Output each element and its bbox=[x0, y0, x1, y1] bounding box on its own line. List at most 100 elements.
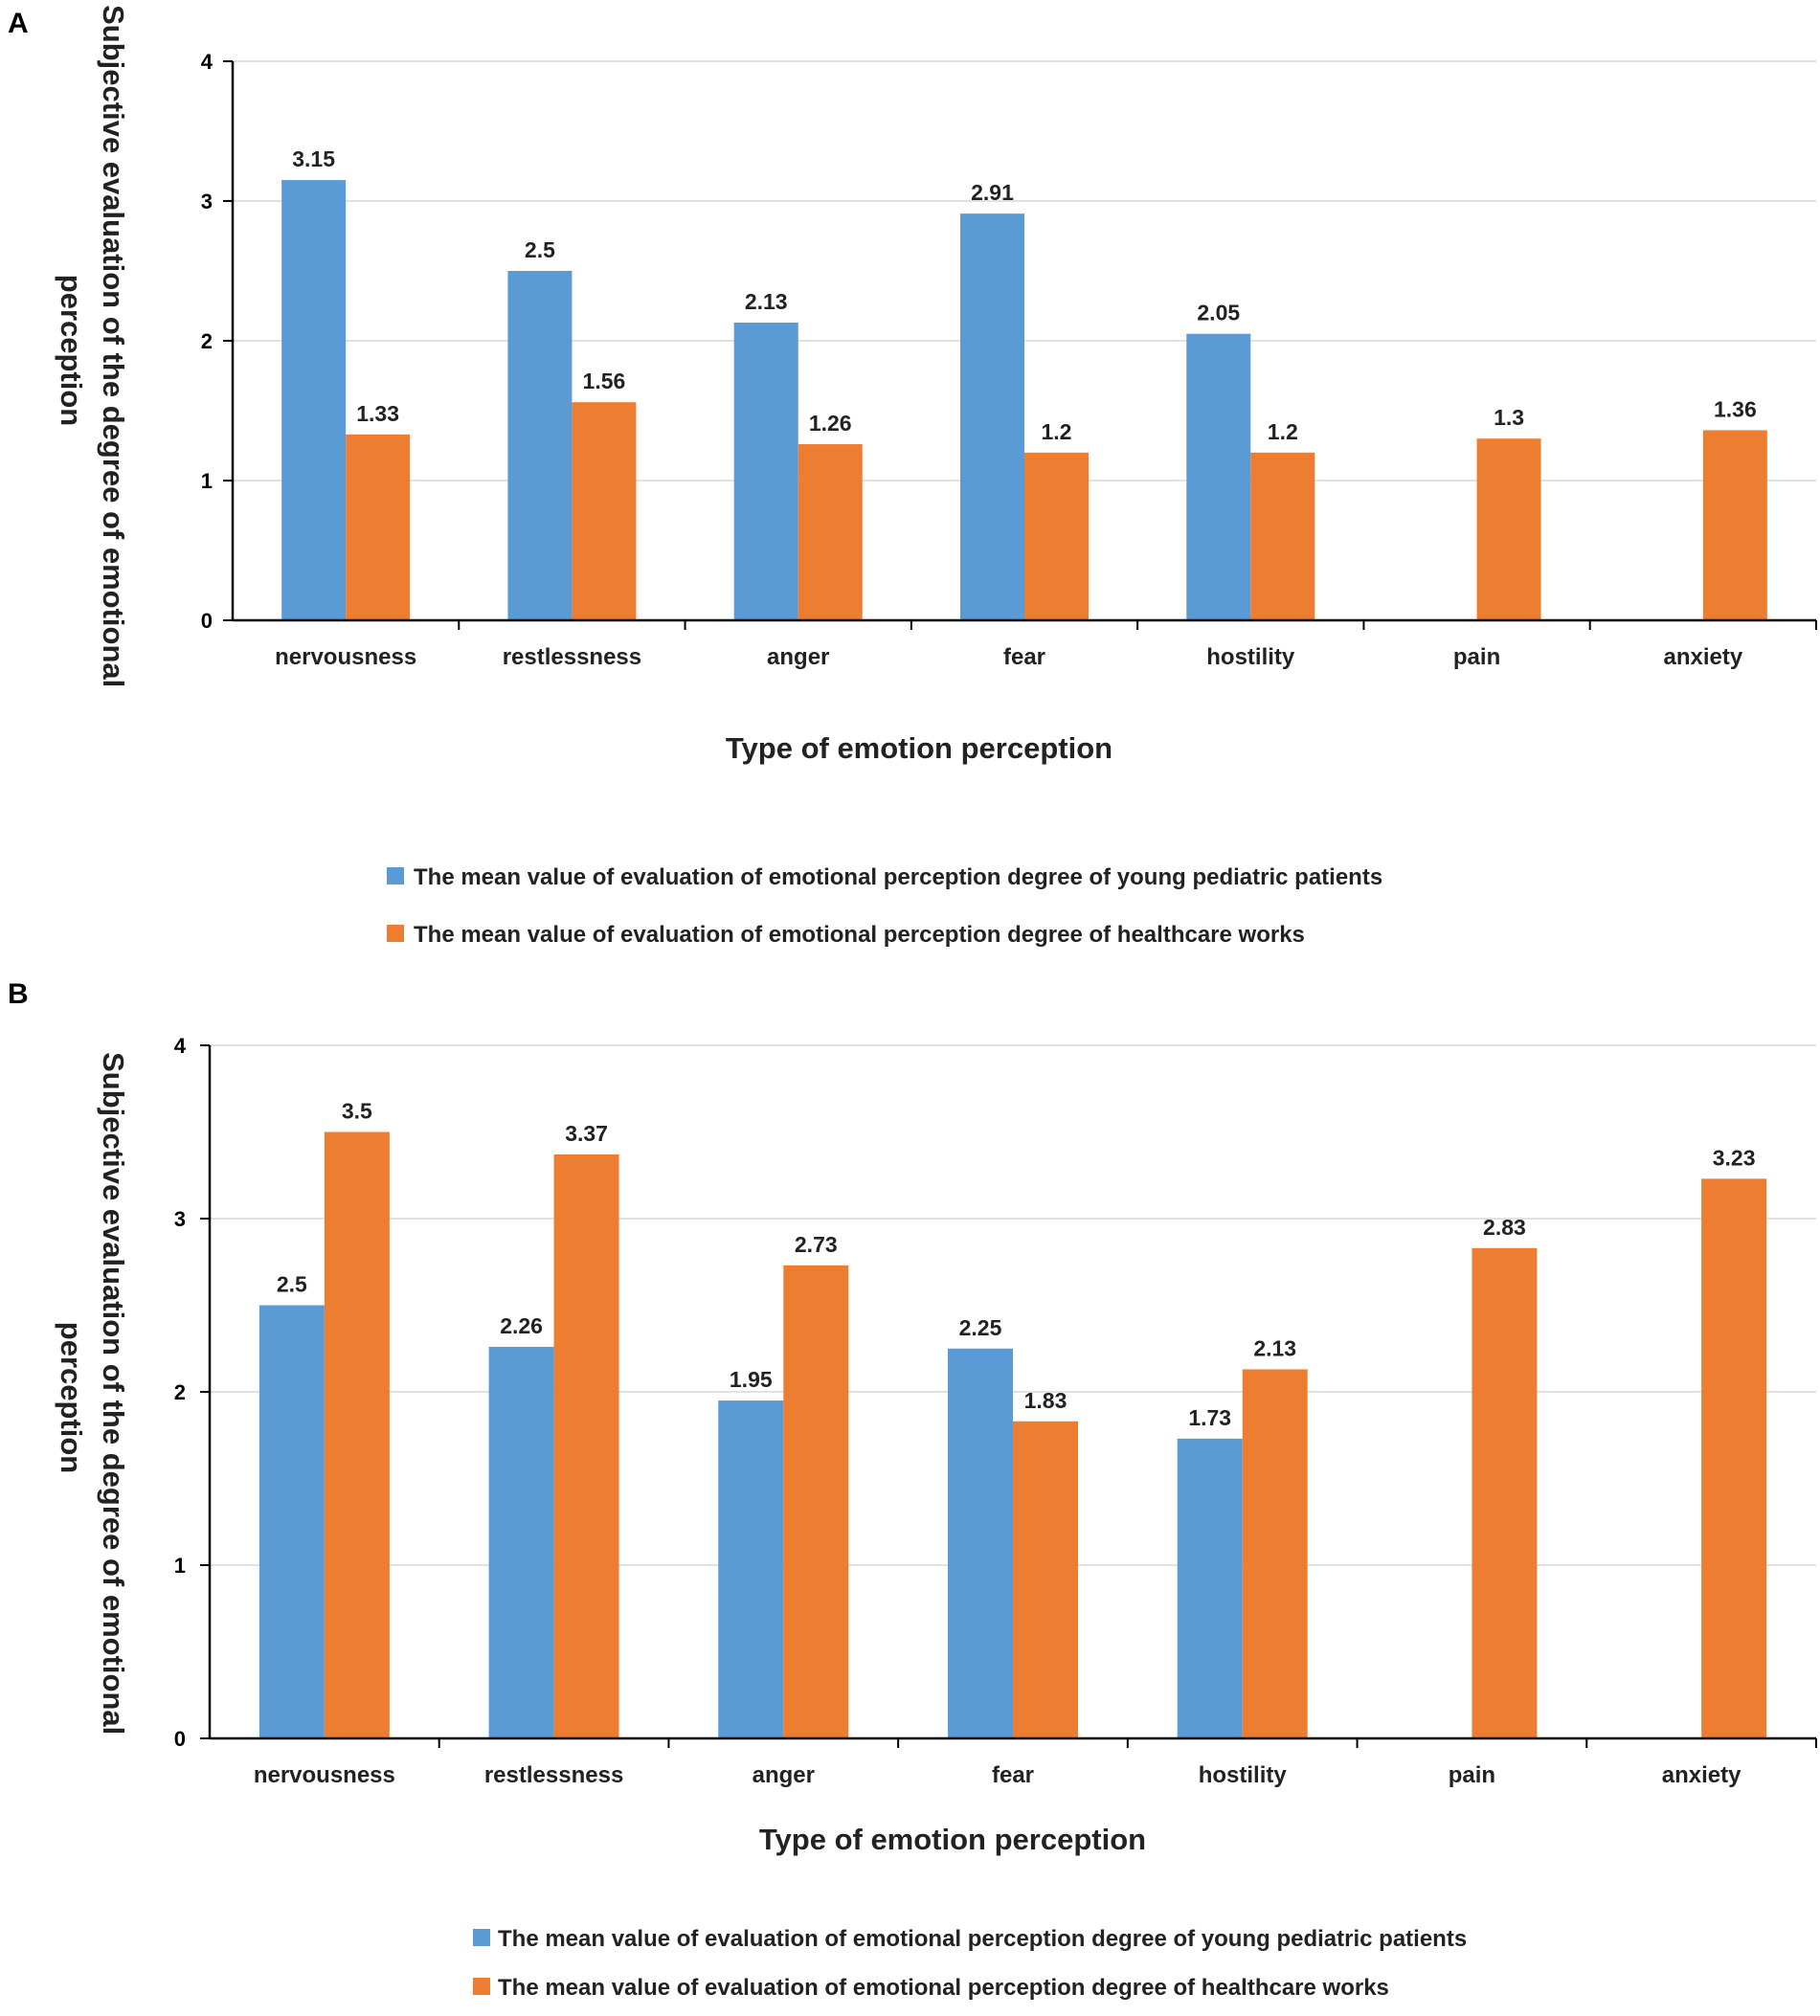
y-tick-label: 3 bbox=[174, 1207, 186, 1231]
legend: The mean value of evaluation of emotiona… bbox=[387, 864, 1382, 948]
category-label-hostility: hostility bbox=[1206, 644, 1295, 670]
legend-swatch-patients bbox=[473, 1929, 490, 1946]
x-axis-title: Type of emotion perception bbox=[759, 1823, 1146, 1856]
bar-healthcare-anxiety bbox=[1701, 1178, 1767, 1738]
y-tick-label: 1 bbox=[174, 1554, 186, 1578]
bar-healthcare-pain bbox=[1472, 1247, 1538, 1738]
bar-healthcare-pain bbox=[1476, 438, 1541, 620]
value-label: 2.5 bbox=[525, 237, 555, 262]
axes bbox=[223, 60, 1817, 630]
value-label: 3.15 bbox=[292, 146, 335, 171]
y-tick-label: 0 bbox=[174, 1727, 186, 1751]
panel-label: B bbox=[8, 978, 29, 1010]
legend-swatch-patients bbox=[387, 867, 404, 885]
value-label: 1.2 bbox=[1268, 419, 1298, 444]
y-tick-label: 1 bbox=[201, 469, 213, 493]
category-label-anger: anger bbox=[753, 1762, 815, 1788]
category-label-fear: fear bbox=[992, 1762, 1034, 1788]
y-tick-label: 0 bbox=[201, 609, 213, 633]
y-tick-label: 4 bbox=[174, 1034, 187, 1058]
bar-healthcare-hostility bbox=[1242, 1369, 1308, 1738]
y-axis-title-line-2: perception bbox=[55, 1322, 88, 1473]
y-axis-title-line-2: perception bbox=[55, 275, 88, 426]
y-tick-label: 2 bbox=[201, 329, 213, 353]
value-label: 2.91 bbox=[971, 180, 1014, 205]
category-label-anxiety: anxiety bbox=[1663, 644, 1742, 670]
category-label-hostility: hostility bbox=[1199, 1762, 1288, 1788]
y-tick-labels: 0 1 2 3 4 bbox=[201, 50, 213, 633]
bar-patients-restlessness bbox=[488, 1346, 554, 1738]
y-axis-title: Subjective evaluation of the degree of e… bbox=[55, 5, 130, 696]
bar-patients-nervousness bbox=[258, 1305, 325, 1738]
category-label-anger: anger bbox=[767, 644, 829, 670]
value-label: 1.56 bbox=[583, 369, 626, 393]
legend-label-healthcare: The mean value of evaluation of emotiona… bbox=[498, 1975, 1389, 2001]
bar-healthcare-anger bbox=[798, 444, 863, 620]
value-label: 1.73 bbox=[1188, 1405, 1231, 1430]
bar-healthcare-nervousness bbox=[324, 1131, 390, 1738]
chart-panel-b: B 2.5 3.5 2.26 3.37 1.95 2.73 2.25 1.83 1.73 2.13… bbox=[8, 978, 1817, 2001]
value-label: 2.13 bbox=[745, 289, 788, 314]
bar-patients-fear bbox=[948, 1348, 1013, 1738]
y-axis-title-line-1: Subjective evaluation of the degree of e… bbox=[97, 1052, 130, 1735]
bar-healthcare-hostility bbox=[1250, 452, 1315, 620]
legend-label-healthcare: The mean value of evaluation of emotiona… bbox=[414, 922, 1305, 948]
axes bbox=[200, 1044, 1817, 1748]
bar-healthcare-nervousness bbox=[346, 434, 411, 620]
value-label: 2.83 bbox=[1483, 1215, 1526, 1240]
legend-label-patients: The mean value of evaluation of emotiona… bbox=[498, 1926, 1467, 1952]
legend-label-patients: The mean value of evaluation of emotiona… bbox=[414, 864, 1382, 890]
value-label: 1.3 bbox=[1494, 405, 1524, 430]
value-label: 2.73 bbox=[795, 1232, 838, 1257]
y-axis-title-line-1: Subjective evaluation of the degree of e… bbox=[97, 5, 130, 687]
category-labels: nervousness restlessness anger fear hostilit… bbox=[254, 1762, 1741, 1788]
category-label-fear: fear bbox=[1003, 644, 1045, 670]
category-label-restlessness: restlessness bbox=[484, 1762, 623, 1788]
category-label-restlessness: restlessness bbox=[503, 644, 641, 670]
category-label-anxiety: anxiety bbox=[1662, 1762, 1741, 1788]
bar-healthcare-fear bbox=[1024, 452, 1089, 620]
value-label: 1.95 bbox=[730, 1367, 773, 1392]
bar-patients-anger bbox=[733, 323, 798, 620]
value-label: 1.33 bbox=[356, 401, 399, 426]
category-label-nervousness: nervousness bbox=[275, 644, 416, 670]
bars bbox=[258, 1131, 1767, 1738]
bar-healthcare-fear bbox=[1013, 1421, 1078, 1738]
chart-panel-a: A 3.151.332.51.562.131.262.911.22.051.21… bbox=[8, 5, 1817, 948]
bar-patients-hostility bbox=[1177, 1438, 1243, 1738]
value-label: 1.83 bbox=[1024, 1388, 1067, 1413]
bar-healthcare-anger bbox=[783, 1265, 849, 1738]
value-label: 2.5 bbox=[277, 1272, 307, 1297]
bar-healthcare-restlessness bbox=[572, 402, 637, 620]
bar-healthcare-restlessness bbox=[553, 1154, 619, 1738]
bars bbox=[281, 180, 1767, 620]
value-label: 1.26 bbox=[809, 411, 852, 436]
value-labels: 3.15 1.33 2.5 1.56 2.13 1.26 2.91 1.2 2.05 1.2 1.3… bbox=[292, 146, 1756, 444]
legend-swatch-healthcare bbox=[473, 1978, 490, 1995]
y-tick-label: 2 bbox=[174, 1380, 186, 1404]
bar-patients-nervousness bbox=[281, 180, 347, 620]
value-label: 2.25 bbox=[959, 1315, 1002, 1340]
y-tick-label: 4 bbox=[201, 50, 213, 74]
value-label: 3.23 bbox=[1713, 1145, 1756, 1170]
bar-patients-hostility bbox=[1186, 333, 1251, 620]
bar-healthcare-anxiety bbox=[1702, 430, 1767, 620]
value-label: 2.26 bbox=[500, 1313, 543, 1338]
bar-patients-anger bbox=[718, 1400, 784, 1738]
category-labels: nervousness restlessness anger fear hostilit… bbox=[275, 644, 1743, 670]
category-label-pain: pain bbox=[1453, 644, 1500, 670]
value-label: 2.13 bbox=[1253, 1335, 1296, 1360]
y-axis-title: Subjective evaluation of the degree of e… bbox=[55, 1052, 130, 1743]
bar-patients-restlessness bbox=[507, 271, 573, 620]
legend-swatch-healthcare bbox=[387, 925, 404, 942]
category-label-pain: pain bbox=[1449, 1762, 1495, 1788]
legend: The mean value of evaluation of emotiona… bbox=[473, 1926, 1467, 2001]
value-labels: 2.5 3.5 2.26 3.37 1.95 2.73 2.25 1.83 1.73 2.13 2.… bbox=[277, 1099, 1756, 1430]
value-label: 3.5 bbox=[342, 1099, 372, 1124]
y-tick-labels: 0 1 2 3 4 bbox=[174, 1034, 187, 1751]
value-label: 1.36 bbox=[1714, 396, 1757, 421]
y-tick-label: 3 bbox=[201, 190, 213, 213]
value-label: 3.37 bbox=[565, 1121, 608, 1146]
x-axis-title: Type of emotion perception bbox=[726, 731, 1112, 765]
